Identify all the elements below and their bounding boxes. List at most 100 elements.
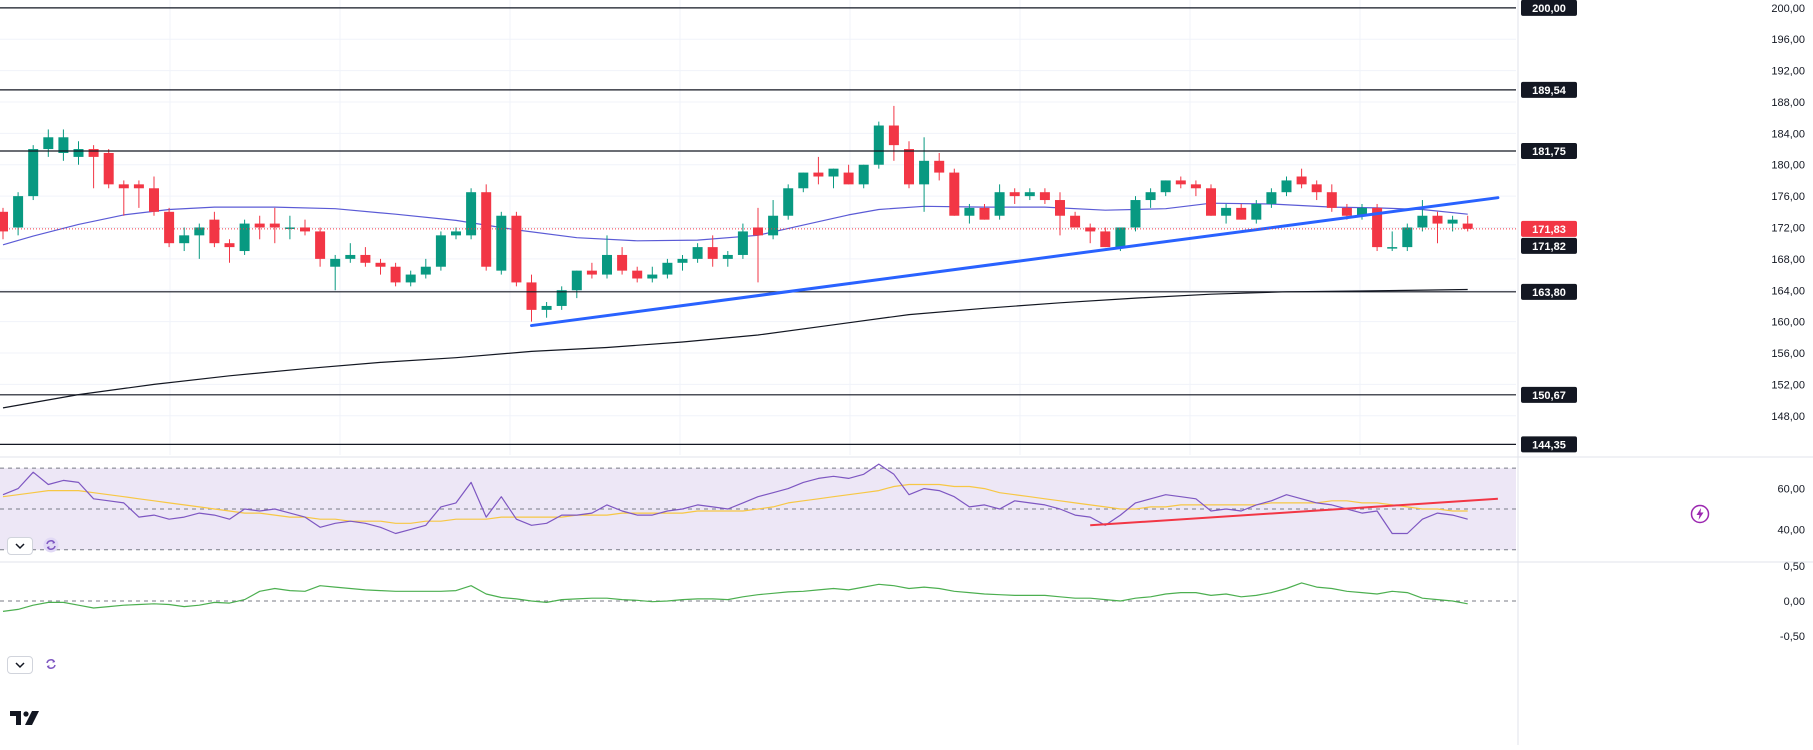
candle[interactable]	[164, 207, 175, 248]
candle[interactable]	[979, 203, 990, 220]
candle[interactable]	[737, 223, 748, 259]
rsi-trendline[interactable]	[1090, 497, 1498, 527]
candle[interactable]	[300, 219, 310, 236]
candle[interactable]	[375, 258, 386, 275]
candle[interactable]	[858, 164, 869, 189]
candle[interactable]	[783, 184, 794, 220]
candle[interactable]	[1070, 211, 1081, 228]
candle[interactable]	[390, 262, 401, 287]
candle[interactable]	[194, 223, 205, 259]
candle[interactable]	[1145, 188, 1156, 208]
candle[interactable]	[405, 270, 416, 287]
candle[interactable]	[1251, 200, 1262, 224]
candle[interactable]	[1236, 203, 1247, 220]
candle[interactable]	[1055, 192, 1065, 236]
candle[interactable]	[904, 141, 914, 189]
candle[interactable]	[224, 239, 235, 263]
candle[interactable]	[1100, 227, 1111, 248]
candle[interactable]	[753, 207, 763, 283]
candle[interactable]	[13, 192, 24, 236]
candle[interactable]	[133, 180, 144, 208]
candle[interactable]	[1266, 188, 1277, 208]
candle[interactable]	[949, 168, 960, 216]
candle[interactable]	[707, 235, 718, 267]
candle[interactable]	[345, 243, 356, 263]
candle[interactable]	[1206, 184, 1216, 216]
candle[interactable]	[451, 227, 461, 240]
candle[interactable]	[813, 156, 824, 185]
candle[interactable]	[1387, 231, 1398, 252]
candle[interactable]	[1372, 203, 1383, 252]
candle[interactable]	[1160, 180, 1171, 197]
momentum-sync-button[interactable]	[42, 655, 60, 673]
candle[interactable]	[873, 121, 884, 169]
candle[interactable]	[1417, 200, 1428, 232]
candle[interactable]	[43, 129, 54, 157]
candle[interactable]	[1130, 196, 1141, 232]
candle[interactable]	[692, 243, 703, 263]
candle[interactable]	[28, 145, 39, 201]
candle[interactable]	[315, 227, 326, 267]
candle[interactable]	[269, 207, 280, 244]
candle[interactable]	[919, 137, 930, 212]
candle[interactable]	[118, 180, 129, 216]
candle[interactable]	[511, 211, 522, 287]
candle[interactable]	[1326, 184, 1337, 212]
tradingview-logo[interactable]	[8, 707, 44, 729]
candle[interactable]	[330, 254, 341, 291]
candle[interactable]	[1085, 223, 1096, 244]
candle[interactable]	[1009, 188, 1020, 204]
rsi-collapse-button[interactable]	[7, 537, 33, 555]
candle[interactable]	[179, 227, 190, 252]
candle[interactable]	[1311, 180, 1322, 201]
candle[interactable]	[843, 164, 854, 185]
candle[interactable]	[556, 286, 567, 310]
candle[interactable]	[526, 274, 537, 322]
alert-button[interactable]	[1690, 504, 1710, 524]
candle[interactable]	[632, 266, 643, 283]
candle[interactable]	[103, 149, 114, 189]
candle[interactable]	[1296, 168, 1307, 189]
candle[interactable]	[1024, 188, 1035, 201]
candle[interactable]	[994, 184, 1005, 220]
candle[interactable]	[964, 203, 975, 224]
candle[interactable]	[798, 172, 809, 193]
candle[interactable]	[1281, 176, 1292, 197]
support-trendline[interactable]	[530, 196, 1500, 328]
momentum-collapse-button[interactable]	[7, 656, 33, 674]
candle[interactable]	[677, 254, 688, 271]
candle[interactable]	[284, 215, 295, 240]
candle[interactable]	[1221, 203, 1232, 224]
candle[interactable]	[662, 258, 673, 279]
candle[interactable]	[571, 270, 582, 299]
candle[interactable]	[768, 200, 779, 240]
candle[interactable]	[647, 266, 658, 283]
candle[interactable]	[481, 184, 492, 271]
candle[interactable]	[466, 188, 477, 240]
candle[interactable]	[1432, 211, 1443, 244]
candle[interactable]	[435, 231, 446, 271]
candle[interactable]	[617, 247, 628, 275]
candle[interactable]	[420, 258, 431, 279]
candle[interactable]	[58, 129, 69, 161]
candle[interactable]	[1175, 176, 1186, 189]
candle[interactable]	[888, 105, 899, 161]
candle[interactable]	[254, 215, 265, 240]
rsi-sync-button[interactable]	[42, 536, 60, 554]
candle[interactable]	[496, 211, 507, 275]
candle[interactable]	[602, 235, 612, 279]
candle[interactable]	[1190, 180, 1201, 197]
candle[interactable]	[934, 152, 945, 181]
candle[interactable]	[586, 262, 597, 279]
candle[interactable]	[541, 302, 552, 318]
candle[interactable]	[73, 141, 84, 165]
candle[interactable]	[1039, 188, 1050, 204]
candle[interactable]	[149, 176, 159, 216]
candle[interactable]	[239, 219, 250, 255]
candle[interactable]	[722, 251, 733, 267]
candle[interactable]	[828, 168, 839, 189]
candle[interactable]	[0, 207, 8, 240]
candle[interactable]	[360, 247, 371, 267]
